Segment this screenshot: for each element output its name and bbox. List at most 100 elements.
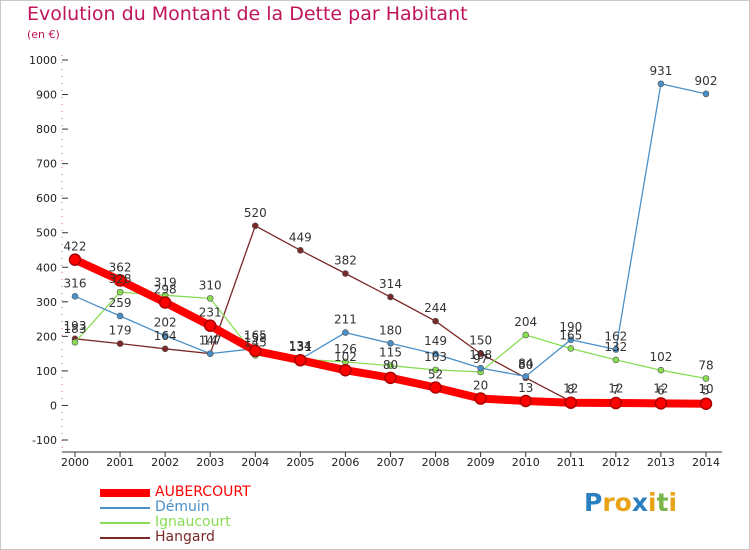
data-label: 6 — [657, 383, 665, 397]
data-label: 310 — [199, 278, 222, 292]
data-point — [71, 338, 79, 346]
y-tick-label: 600 — [36, 192, 57, 205]
data-label: 165 — [559, 328, 582, 342]
logo-letter: x — [631, 488, 648, 517]
data-point — [567, 345, 575, 352]
data-label: 12 — [653, 381, 668, 395]
data-point — [384, 371, 397, 385]
y-tick-label: 300 — [36, 296, 57, 309]
legend-item: AUBERCOURT — [100, 484, 400, 500]
x-tick-label: 2009 — [467, 456, 495, 469]
data-point — [161, 332, 169, 339]
data-label: 80 — [518, 358, 533, 372]
x-tick-label: 2001 — [106, 456, 134, 469]
legend-label: Hangard — [155, 529, 215, 545]
data-label: 147 — [199, 334, 222, 348]
y-tick-label: 200 — [36, 330, 57, 343]
data-point — [249, 344, 262, 358]
data-point — [702, 90, 710, 98]
data-label: 78 — [698, 359, 713, 373]
x-tick-label: 2006 — [331, 456, 359, 469]
data-point — [251, 222, 259, 230]
legend-swatch — [100, 489, 150, 497]
data-label: 7 — [612, 383, 620, 397]
data-label: 20 — [473, 379, 488, 393]
logo-letter: i — [668, 488, 678, 517]
data-point — [612, 356, 620, 364]
data-label: 259 — [109, 296, 132, 310]
legend-item: Hangard — [100, 529, 400, 545]
y-tick-label: 400 — [36, 261, 57, 274]
data-point — [564, 396, 578, 409]
logo-letter: P — [584, 488, 603, 517]
data-label: 902 — [695, 74, 718, 88]
y-tick-label: -100 — [32, 434, 57, 447]
legend-swatch — [100, 507, 150, 509]
data-label: 131 — [289, 340, 312, 354]
x-tick-label: 2003 — [196, 456, 224, 469]
data-point — [522, 373, 530, 380]
data-point — [68, 253, 82, 266]
legend-label: Ignaucourt — [155, 514, 231, 530]
data-point — [519, 394, 532, 408]
y-tick-label: 1000 — [29, 54, 57, 67]
data-point — [203, 319, 217, 332]
data-label: 180 — [379, 323, 402, 337]
data-point — [654, 397, 668, 410]
chart-title: Evolution du Montant de la Dette par Hab… — [27, 3, 468, 25]
data-label: 244 — [424, 301, 447, 315]
data-label: 126 — [334, 342, 357, 356]
data-label: 115 — [379, 346, 402, 360]
data-label: 164 — [154, 329, 177, 343]
data-point — [477, 364, 484, 372]
data-label: 97 — [473, 352, 488, 366]
data-point — [387, 362, 394, 370]
data-label: 10 — [698, 382, 713, 396]
data-label: 12 — [608, 381, 623, 395]
data-label: 158 — [244, 331, 267, 345]
data-point — [699, 397, 713, 410]
x-tick-label: 2000 — [61, 456, 89, 469]
data-point — [609, 396, 623, 410]
data-label: 231 — [199, 306, 222, 320]
x-tick-label: 2008 — [422, 456, 450, 469]
data-label: 179 — [109, 324, 132, 338]
data-point — [522, 331, 530, 339]
data-point — [567, 336, 575, 344]
data-label: 202 — [154, 316, 177, 330]
y-tick-label: 500 — [36, 227, 57, 240]
legend-item: Démuin — [100, 499, 400, 515]
x-tick-label: 2013 — [647, 456, 675, 469]
data-point — [113, 274, 127, 287]
logo-letter: i — [648, 488, 657, 517]
chart-legend: AUBERCOURT Démuin Ignaucourt Hangard — [100, 484, 400, 545]
data-point — [432, 350, 439, 358]
x-tick-label: 2012 — [602, 456, 630, 469]
data-point — [432, 317, 439, 325]
x-tick-label: 2005 — [286, 456, 314, 469]
data-label: 52 — [428, 367, 443, 381]
logo-letter: r — [602, 488, 615, 517]
data-point — [297, 247, 304, 254]
data-label: 382 — [334, 253, 357, 267]
data-label: 520 — [244, 206, 267, 220]
data-label: 190 — [559, 320, 582, 334]
y-tick-label: 100 — [36, 365, 57, 378]
data-point — [339, 363, 352, 377]
data-label: 12 — [563, 381, 578, 395]
data-point — [116, 340, 124, 347]
x-tick-label: 2010 — [512, 456, 540, 469]
data-label: 103 — [424, 350, 447, 364]
data-label: 8 — [567, 383, 575, 397]
data-label: 362 — [109, 260, 132, 274]
data-label: 102 — [334, 350, 357, 364]
data-point — [206, 295, 214, 302]
logo-letter: o — [614, 488, 632, 517]
data-point — [294, 353, 307, 367]
data-point — [432, 366, 439, 374]
data-point — [342, 329, 349, 336]
y-tick-label: 900 — [36, 89, 57, 102]
data-label: 102 — [649, 350, 672, 364]
x-tick-label: 2014 — [692, 456, 720, 469]
